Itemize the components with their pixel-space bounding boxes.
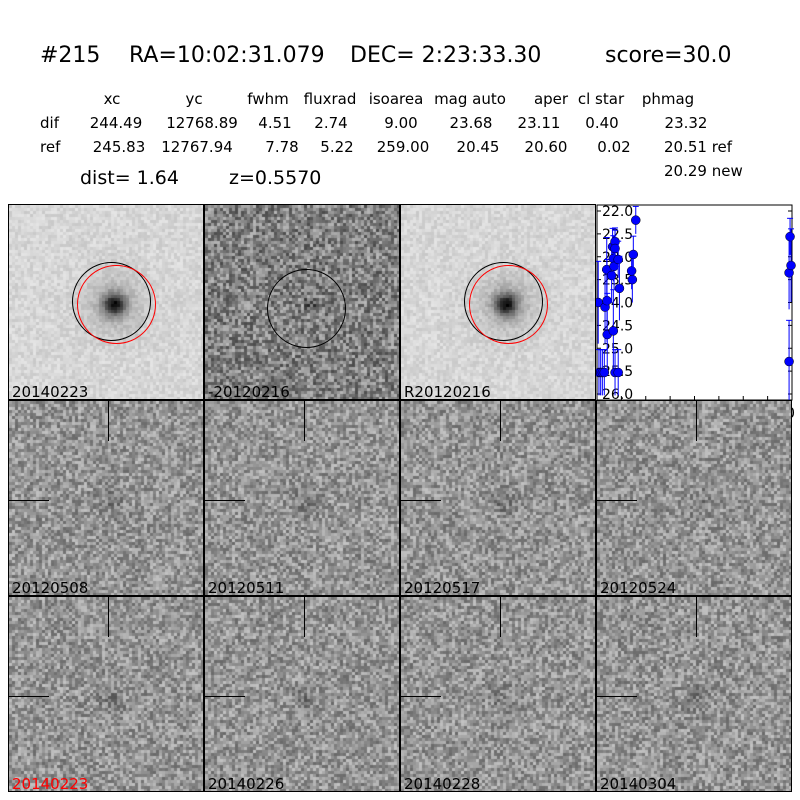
image-stamp: 20140228 [400,596,596,792]
ref-value: 20.51 ref [664,138,733,156]
image-stamp: 20140304 [596,596,792,792]
dist: dist= 1.64 [80,167,179,189]
light-curve-plot: 22.022.523.023.524.024.525.025.526.00100… [593,204,796,439]
column-header: phmag [641,90,695,108]
dif-value: 0.40 [585,114,619,132]
dif-value: 9.00 [384,114,418,132]
stamp-label: 20120508 [12,579,89,596]
dif-value: 2.74 [314,114,348,132]
dec: DEC= 2:23:33.30 [350,43,542,68]
stamp-label: 20140226 [208,775,285,792]
data-point [628,249,639,260]
data-point [631,215,641,225]
dif-value: 244.49 [89,114,143,132]
column-header: fwhm [247,90,289,108]
crosshair-mark [597,500,637,501]
ref-value: 259.00 [376,138,430,156]
image-stamp: 20120517 [400,400,596,596]
column-header: isoarea [368,90,424,108]
stamp-label: 20140223 [12,383,89,400]
image-stamp: 20140223 [8,596,204,792]
crosshair-mark [9,500,49,501]
ref-value: 245.83 [92,138,146,156]
column-header: mag auto [434,90,506,108]
ref-value: 5.22 [320,138,354,156]
ref-value: 12767.94 [161,138,233,156]
data-point [610,243,620,254]
stamp-label: -20120216 [208,383,290,400]
crosshair-mark [500,597,501,637]
image-stamp: 20120511 [204,400,400,596]
column-header: aper [533,90,569,108]
stamp-label: 20120524 [600,579,677,596]
ref-value: 0.02 [597,138,631,156]
image-stamp: -20120216 [204,204,400,400]
column-header: fluxrad [303,90,357,108]
ref-value: 20.60 [524,138,568,156]
ref-value: 7.78 [265,138,299,156]
image-stamp: R20120216 [400,204,596,400]
candidate-id: #215 [40,43,101,68]
y-tick-label: 26.0 [602,387,633,403]
data-point [613,367,623,378]
dif-value: 23.68 [449,114,493,132]
data-point [608,326,619,336]
image-stamp: 20120524 [596,400,792,596]
stamp-label: 20120517 [404,579,481,596]
data-point [784,356,794,367]
dif-value: 23.11 [517,114,561,132]
crosshair-mark [205,696,245,697]
crosshair-mark [205,500,245,501]
crosshair-mark [304,597,305,637]
aperture-circle [267,269,346,348]
redshift: z=0.5570 [229,167,322,189]
data-point [627,274,638,285]
aperture-circle-red [469,265,548,344]
stamp-label: 20140223 [12,775,89,792]
dif-value: 4.51 [258,114,292,132]
column-header: xc [103,90,121,108]
crosshair-mark [696,401,697,441]
y-tick-label: 22.0 [602,204,633,220]
crosshair-mark [401,696,441,697]
crosshair-mark [304,401,305,441]
column-header: yc [185,90,203,108]
ref-value: 20.45 [456,138,500,156]
crosshair-mark [108,597,109,637]
dif-value: 23.32 [664,114,708,132]
row-label-ref: ref [40,138,61,156]
y-tick-label: 22.5 [602,227,633,243]
data-point [599,367,610,378]
crosshair-mark [9,696,49,697]
stamp-label: 20140304 [600,775,677,792]
image-stamp: 20120508 [8,400,204,596]
new-phmag: 20.29 new [664,162,743,180]
crosshair-mark [401,500,441,501]
stamp-label: 20120511 [208,579,285,596]
image-stamp: 20140223 [8,204,204,400]
score: score=30.0 [605,43,732,68]
crosshair-mark [597,696,637,697]
image-stamp: 20140226 [204,596,400,792]
ra: RA=10:02:31.079 [129,43,325,68]
data-point [606,270,617,281]
crosshair-mark [696,597,697,637]
crosshair-mark [500,401,501,441]
data-point [785,231,795,242]
aperture-circle-red [77,265,156,344]
column-header: cl star [577,90,625,108]
dif-value: 12768.89 [166,114,238,132]
plot-area [596,204,793,401]
data-point [614,283,625,294]
stamp-label: R20120216 [404,383,491,400]
data-point [626,266,637,276]
row-label-dif: dif [40,114,59,132]
stamp-label: 20140228 [404,775,481,792]
crosshair-mark [108,401,109,441]
data-point [613,254,623,265]
data-point [786,260,796,271]
